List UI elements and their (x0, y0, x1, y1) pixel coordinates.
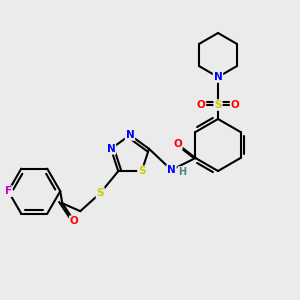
Text: S: S (138, 166, 146, 176)
Text: N: N (106, 144, 116, 154)
Text: N: N (167, 165, 176, 175)
Text: O: O (196, 100, 206, 110)
Text: N: N (126, 130, 134, 140)
Text: O: O (231, 100, 239, 110)
Text: O: O (173, 139, 182, 149)
Text: H: H (178, 167, 187, 177)
Text: O: O (70, 216, 79, 226)
Text: F: F (5, 186, 12, 196)
Text: S: S (214, 100, 222, 110)
Text: N: N (214, 72, 222, 82)
Text: S: S (97, 188, 104, 198)
